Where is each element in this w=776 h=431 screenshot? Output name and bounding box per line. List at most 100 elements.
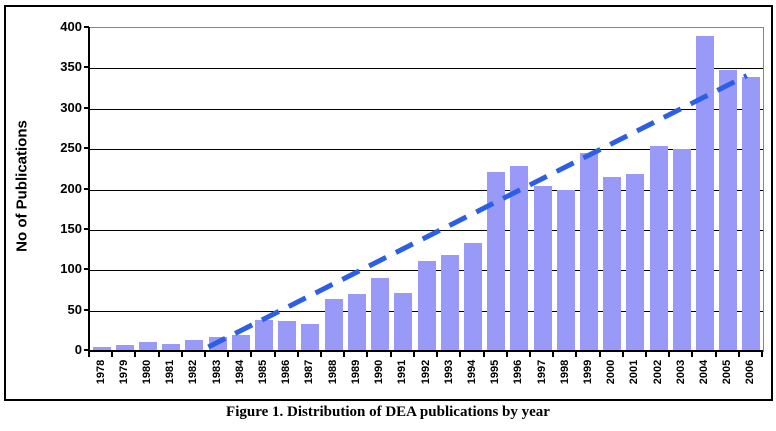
- x-tick-15: [436, 352, 439, 357]
- x-tick-29: [761, 352, 763, 357]
- x-tick-11: [343, 352, 346, 357]
- bar-1980: [139, 342, 158, 351]
- bar-1994: [463, 242, 482, 351]
- y-tick-label-250: 250: [60, 140, 82, 156]
- x-tick-12: [366, 352, 369, 357]
- y-tick-label-200: 200: [60, 180, 82, 196]
- x-tick-4: [180, 352, 183, 357]
- x-tick-22: [598, 352, 601, 357]
- x-tick-21: [575, 352, 578, 357]
- x-tick-16: [459, 352, 462, 357]
- x-tick-20: [552, 352, 555, 357]
- bar-1979: [115, 344, 134, 351]
- y-tick-0: [84, 349, 89, 351]
- figure-caption: Figure 1. Distribution of DEA publicatio…: [226, 404, 550, 420]
- x-tick-14: [412, 352, 415, 357]
- x-tick-label-2001: 2001: [628, 359, 641, 385]
- y-axis-title: No of Publications: [13, 120, 31, 252]
- y-tick-label-0: 0: [74, 342, 82, 357]
- bar-1986: [278, 321, 297, 351]
- x-tick-label-1995: 1995: [489, 359, 502, 385]
- bar-1990: [371, 277, 390, 351]
- y-axis-line: [88, 27, 90, 351]
- x-axis-line: [88, 350, 763, 352]
- y-tick-400: [84, 26, 89, 28]
- bar-1992: [417, 260, 436, 351]
- x-tick-label-1993: 1993: [442, 359, 455, 385]
- y-tick-50: [84, 308, 89, 311]
- x-tick-label-2005: 2005: [721, 359, 734, 385]
- bar-1998: [556, 190, 575, 351]
- x-tick-label-1999: 1999: [581, 359, 594, 385]
- bar-1999: [579, 153, 598, 351]
- y-tick-label-300: 300: [60, 99, 82, 115]
- x-tick-label-2004: 2004: [697, 359, 710, 385]
- bar-2003: [672, 149, 691, 351]
- bar-2000: [603, 177, 622, 351]
- bar-1997: [533, 186, 552, 351]
- bar-2005: [719, 70, 738, 351]
- x-tick-label-1985: 1985: [257, 359, 270, 385]
- x-tick-10: [320, 352, 323, 357]
- x-tick-0: [88, 352, 90, 357]
- plot-area: [89, 27, 764, 352]
- bar-1988: [324, 299, 343, 351]
- x-tick-label-1984: 1984: [233, 359, 246, 385]
- bar-1991: [394, 292, 413, 351]
- x-tick-label-1992: 1992: [419, 359, 432, 385]
- bar-1996: [510, 166, 529, 351]
- y-tick-150: [84, 227, 89, 230]
- x-tick-label-1996: 1996: [512, 359, 525, 385]
- x-tick-label-1988: 1988: [326, 359, 339, 385]
- bar-2001: [626, 174, 645, 351]
- x-tick-23: [621, 352, 624, 357]
- x-tick-label-1998: 1998: [558, 359, 571, 385]
- x-tick-5: [204, 352, 207, 357]
- x-tick-label-2000: 2000: [605, 359, 618, 385]
- x-tick-label-1986: 1986: [280, 359, 293, 385]
- y-tick-100: [84, 268, 89, 271]
- x-tick-label-2002: 2002: [651, 359, 664, 385]
- x-tick-label-2003: 2003: [674, 359, 687, 385]
- gridline-300: [90, 108, 763, 110]
- x-tick-3: [157, 352, 160, 357]
- x-tick-label-1990: 1990: [373, 359, 386, 385]
- x-tick-label-1997: 1997: [535, 359, 548, 385]
- x-tick-label-1981: 1981: [164, 359, 177, 385]
- y-tick-350: [84, 66, 89, 69]
- bar-1978: [92, 346, 111, 351]
- bar-2006: [742, 77, 761, 351]
- x-tick-label-1991: 1991: [396, 359, 409, 385]
- y-tick-label-150: 150: [60, 220, 82, 236]
- bar-1993: [440, 254, 459, 351]
- x-tick-label-1980: 1980: [141, 359, 154, 385]
- x-tick-label-1994: 1994: [465, 359, 478, 385]
- x-tick-28: [737, 352, 740, 357]
- y-tick-label-50: 50: [67, 301, 82, 317]
- bar-1985: [255, 320, 274, 351]
- gridline-350: [90, 68, 763, 70]
- bar-2002: [649, 145, 668, 351]
- bar-1984: [231, 334, 250, 351]
- y-tick-label-350: 350: [60, 59, 82, 75]
- x-tick-label-1982: 1982: [187, 359, 200, 385]
- y-tick-label-100: 100: [60, 261, 82, 277]
- x-tick-2: [134, 352, 137, 357]
- y-tick-label-400: 400: [60, 19, 82, 34]
- x-tick-24: [644, 352, 647, 357]
- x-tick-18: [505, 352, 508, 357]
- bar-1987: [301, 324, 320, 351]
- x-tick-17: [482, 352, 485, 357]
- x-tick-label-2006: 2006: [744, 359, 757, 385]
- x-tick-26: [691, 352, 694, 357]
- bar-2004: [695, 36, 714, 351]
- bar-1989: [347, 294, 366, 351]
- x-tick-label-1987: 1987: [303, 359, 316, 385]
- x-tick-7: [250, 352, 253, 357]
- y-tick-250: [84, 147, 89, 150]
- x-tick-label-1983: 1983: [210, 359, 223, 385]
- x-tick-label-1978: 1978: [94, 359, 107, 385]
- x-tick-1: [111, 352, 114, 357]
- y-tick-300: [84, 106, 89, 109]
